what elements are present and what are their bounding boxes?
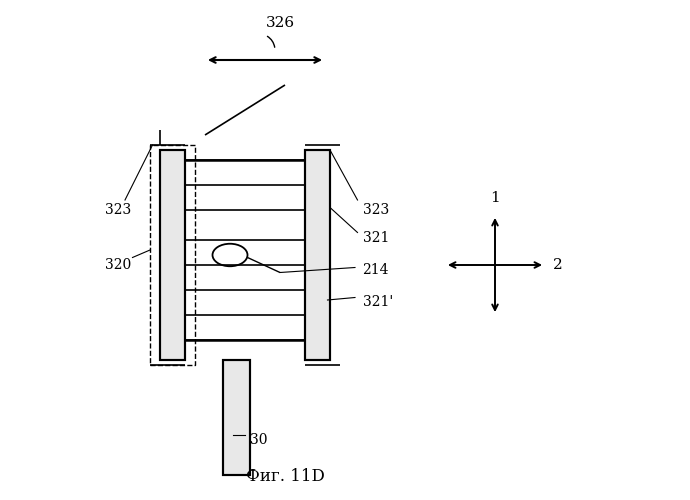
Text: 320: 320: [105, 258, 131, 272]
Bar: [150, 145, 195, 365]
Text: 214: 214: [362, 263, 389, 277]
Text: 323: 323: [362, 203, 388, 217]
Text: 323: 323: [105, 203, 131, 217]
Bar: [222, 360, 250, 475]
Text: 321': 321': [362, 296, 393, 310]
Ellipse shape: [213, 244, 248, 266]
Text: 321: 321: [362, 230, 389, 244]
Bar: [305, 150, 330, 360]
Bar: [160, 150, 185, 360]
Text: 326: 326: [266, 16, 295, 30]
Bar: [222, 360, 250, 475]
Text: 1: 1: [490, 191, 500, 205]
Text: 2: 2: [553, 258, 562, 272]
Text: Фиг. 11D: Фиг. 11D: [246, 468, 324, 485]
Bar: [305, 150, 330, 360]
Bar: [160, 150, 185, 360]
Text: 30: 30: [250, 433, 268, 447]
